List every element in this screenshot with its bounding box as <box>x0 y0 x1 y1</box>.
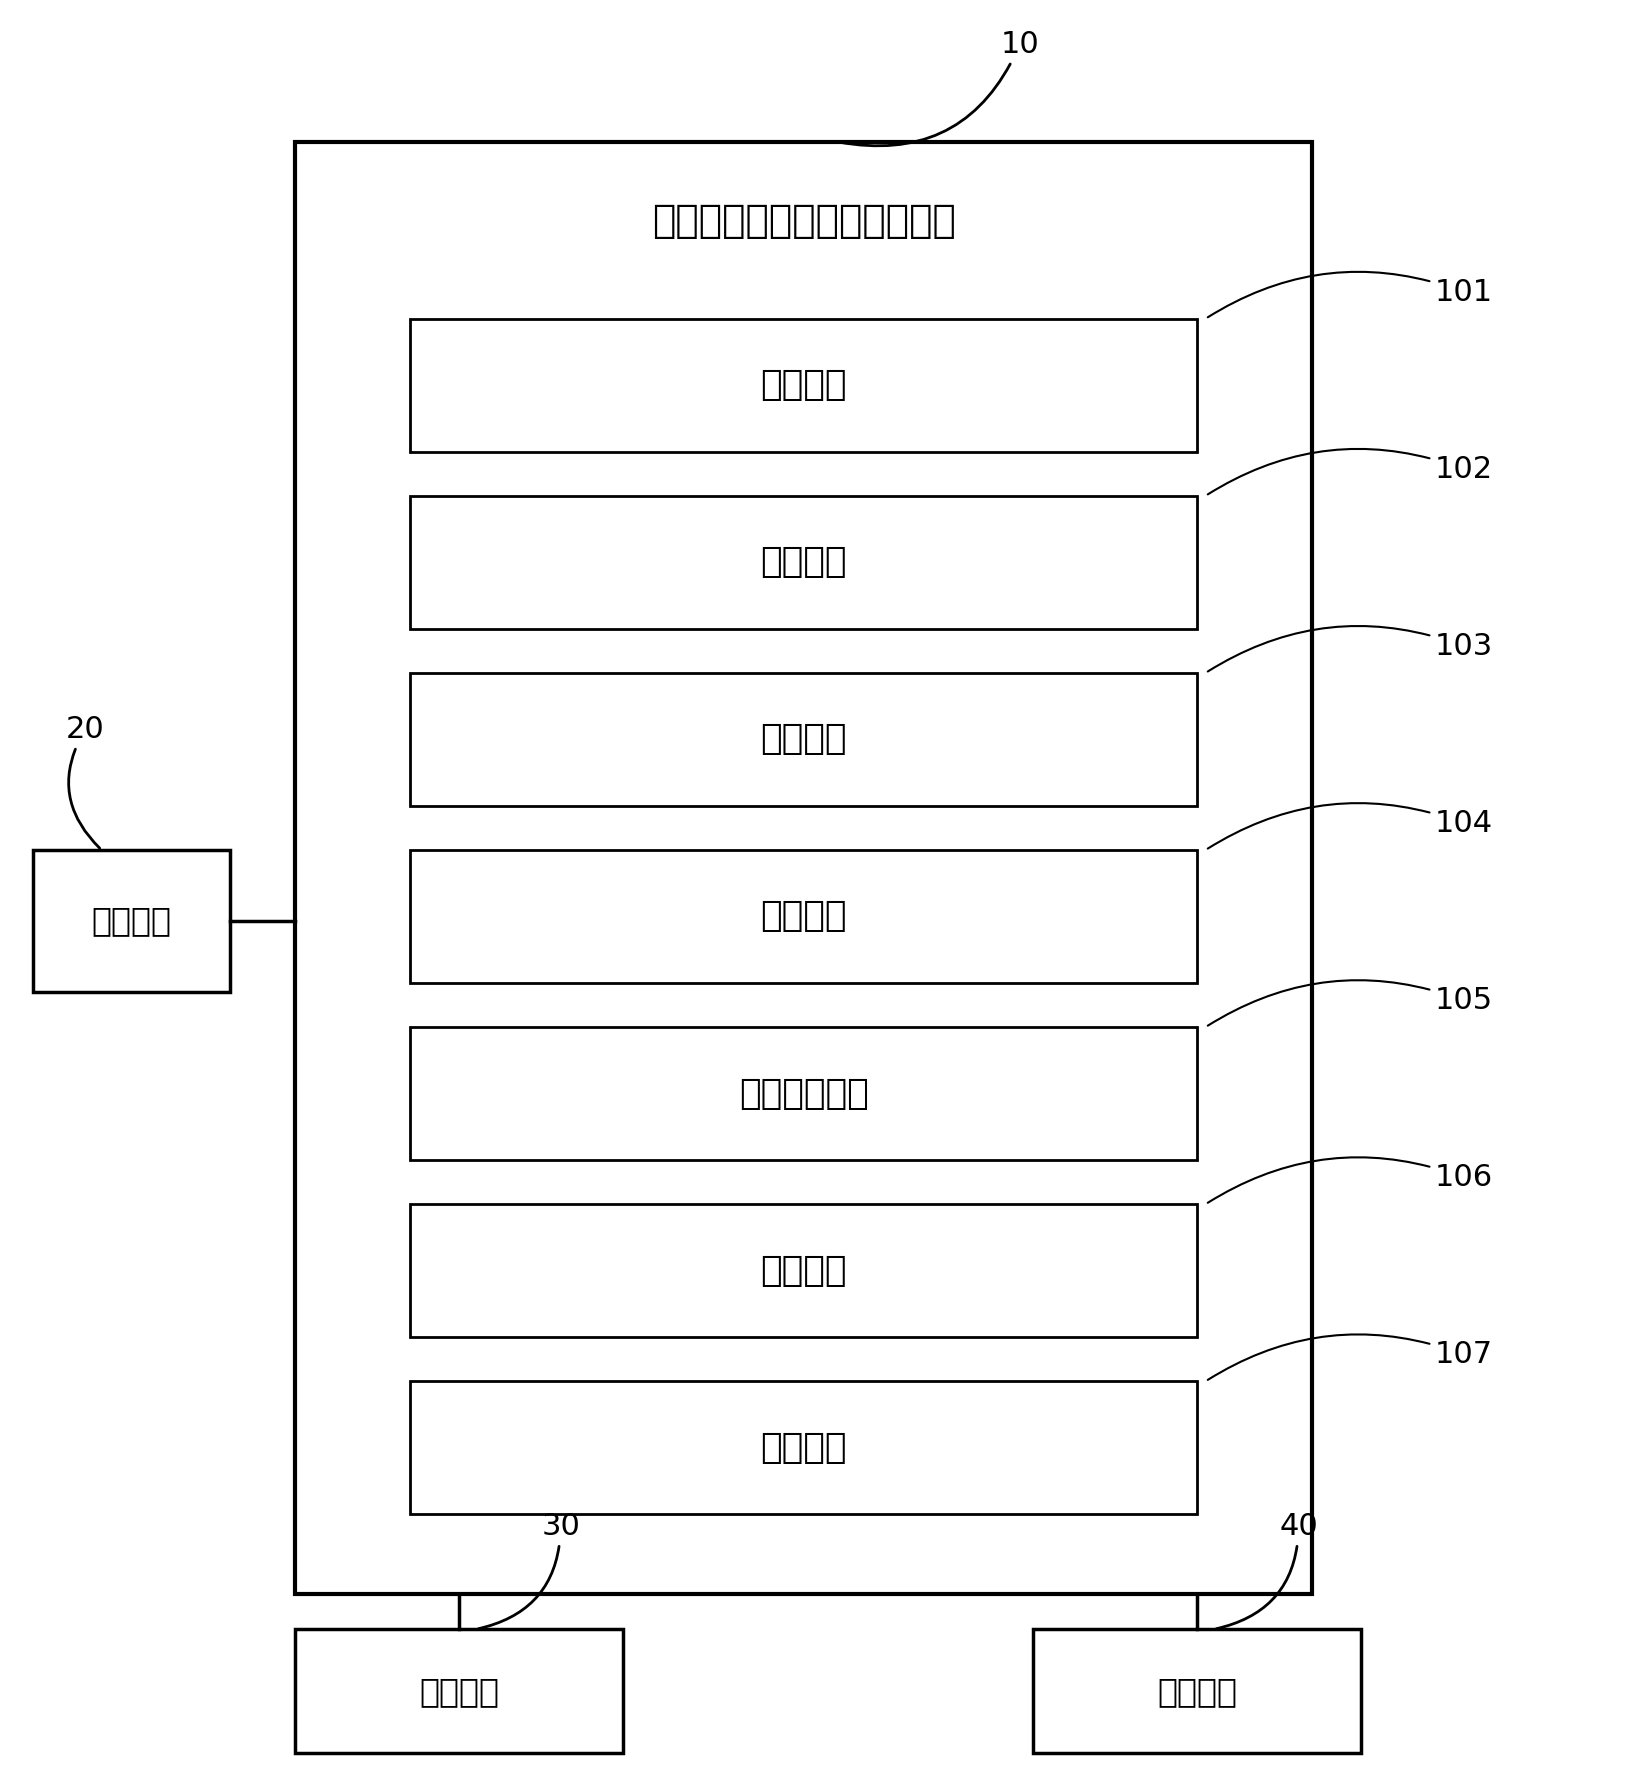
Text: 105: 105 <box>1206 979 1491 1025</box>
Text: 计算模块: 计算模块 <box>760 723 846 756</box>
Bar <box>295 142 1311 1594</box>
Bar <box>33 850 229 992</box>
Text: 规范确定模块: 规范确定模块 <box>738 1077 869 1110</box>
Text: 删除模块: 删除模块 <box>760 1431 846 1465</box>
Bar <box>410 1204 1196 1337</box>
Text: 102: 102 <box>1206 448 1491 494</box>
Bar <box>410 496 1196 629</box>
Text: 存储单元: 存储单元 <box>1157 1675 1236 1707</box>
Bar <box>410 673 1196 806</box>
Text: 电源电路容差设计最佳化系统: 电源电路容差设计最佳化系统 <box>651 202 956 241</box>
Text: 106: 106 <box>1206 1156 1491 1203</box>
Text: 30: 30 <box>479 1512 580 1629</box>
Bar <box>410 1027 1196 1160</box>
Bar <box>1033 1629 1360 1753</box>
Text: 10: 10 <box>839 30 1039 145</box>
Text: 获取模块: 获取模块 <box>760 545 846 579</box>
Bar <box>410 319 1196 452</box>
Text: 设置模块: 设置模块 <box>760 368 846 402</box>
Text: 107: 107 <box>1206 1334 1491 1380</box>
Text: 输出单元: 输出单元 <box>420 1675 498 1707</box>
Text: 比较模块: 比较模块 <box>760 900 846 933</box>
Text: 40: 40 <box>1216 1512 1318 1629</box>
Text: 104: 104 <box>1206 802 1491 848</box>
Text: 103: 103 <box>1206 625 1493 671</box>
Text: 101: 101 <box>1206 271 1491 317</box>
Bar <box>295 1629 623 1753</box>
Text: 输出模块: 输出模块 <box>760 1254 846 1288</box>
Bar <box>410 1381 1196 1514</box>
Text: 输入单元: 输入单元 <box>92 905 170 937</box>
Bar <box>410 850 1196 983</box>
Text: 20: 20 <box>66 715 105 848</box>
